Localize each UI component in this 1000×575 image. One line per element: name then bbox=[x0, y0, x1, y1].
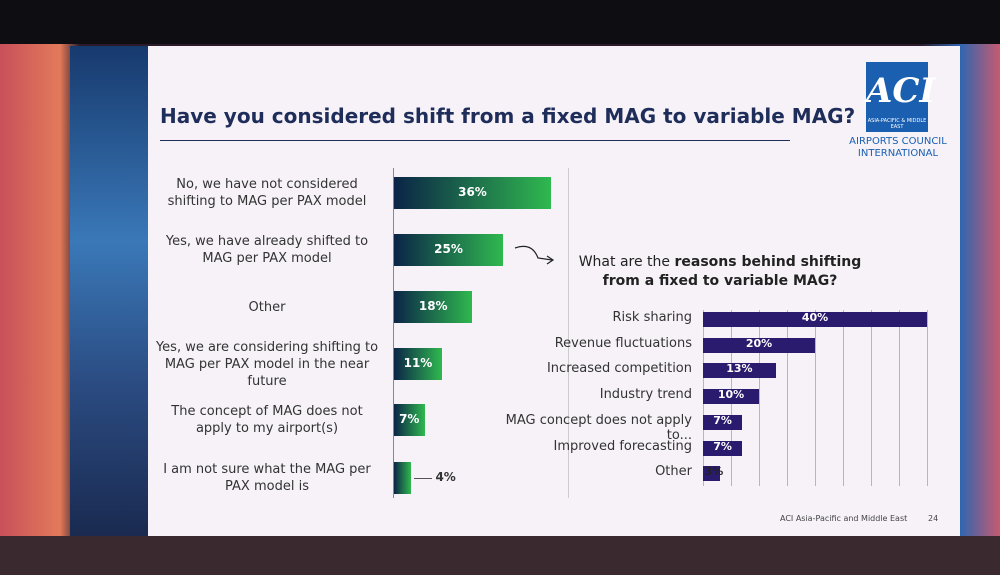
slide bbox=[70, 46, 960, 536]
bar bbox=[703, 414, 743, 430]
bar bbox=[703, 337, 815, 353]
bar bbox=[703, 388, 759, 404]
value-label: 11% bbox=[403, 356, 433, 370]
category-label: Risk sharing bbox=[612, 310, 692, 325]
side-image bbox=[70, 46, 148, 536]
stage-dark bbox=[0, 0, 1000, 44]
value-label: 40% bbox=[801, 311, 829, 324]
grid-line bbox=[815, 310, 816, 486]
value-label: 13% bbox=[726, 362, 753, 375]
bar bbox=[394, 291, 473, 323]
grid-line bbox=[843, 310, 844, 486]
category-label: I am not sure what the MAG per PAX model… bbox=[163, 462, 371, 494]
title-part: reasons behind shifting from a fixed to … bbox=[602, 254, 862, 289]
bar bbox=[703, 440, 743, 456]
leader-line bbox=[414, 478, 433, 479]
chart2-title: What are the reasons behind shifting fro… bbox=[560, 253, 880, 291]
grid-line bbox=[871, 310, 872, 486]
value-label: 20% bbox=[745, 337, 773, 350]
bar bbox=[394, 404, 425, 436]
value-label: 18% bbox=[418, 299, 448, 313]
grid-line bbox=[927, 310, 928, 486]
logo-region: ASIA-PACIFIC & MIDDLE EAST bbox=[867, 118, 927, 130]
logo-name: AIRPORTS COUNCIL INTERNATIONAL bbox=[849, 136, 947, 159]
bar bbox=[703, 465, 720, 481]
bar bbox=[703, 311, 927, 327]
category-label: Industry trend bbox=[599, 387, 692, 402]
category-label: No, we have not considered shifting to M… bbox=[167, 177, 367, 209]
bar bbox=[394, 348, 442, 380]
bar bbox=[394, 462, 412, 494]
stage-floor bbox=[0, 536, 1000, 575]
value-label: 36% bbox=[458, 185, 487, 199]
value-label: 3% bbox=[704, 465, 724, 478]
page-number: 24 bbox=[928, 514, 939, 523]
category-label: Other bbox=[655, 464, 692, 479]
grid-line bbox=[787, 310, 788, 486]
title-part: What are the bbox=[578, 254, 675, 270]
bar bbox=[703, 362, 776, 378]
value-label: 7% bbox=[399, 412, 420, 426]
footer-source: ACI Asia-Pacific and Middle East bbox=[780, 514, 908, 523]
divider bbox=[568, 168, 569, 498]
grid-line bbox=[899, 310, 900, 486]
slide-title: Have you considered shift from a fixed M… bbox=[160, 104, 856, 128]
title-rule bbox=[160, 140, 790, 141]
category-label: Other bbox=[248, 299, 286, 315]
category-label: Increased competition bbox=[546, 361, 692, 376]
value-label: 10% bbox=[717, 388, 745, 401]
category-label: Yes, we have already shifted to MAG per … bbox=[165, 234, 369, 266]
category-label: MAG concept does not apply to... bbox=[505, 413, 692, 443]
bar bbox=[394, 234, 503, 266]
category-label: The concept of MAG does not apply to my … bbox=[171, 404, 363, 436]
axis-line bbox=[393, 168, 394, 498]
category-label: Yes, we are considering shifting to MAG … bbox=[155, 339, 379, 389]
grid-line bbox=[759, 310, 760, 486]
logo-mark: ACI bbox=[866, 62, 935, 132]
value-label: 4% bbox=[435, 470, 456, 484]
value-label: 25% bbox=[434, 242, 463, 256]
category-label: Revenue fluctuations bbox=[554, 336, 692, 351]
value-label: 7% bbox=[713, 414, 732, 427]
value-label: 7% bbox=[713, 440, 732, 453]
bar bbox=[394, 177, 551, 209]
arrow bbox=[514, 245, 555, 265]
category-label: Improved forecasting bbox=[553, 439, 692, 454]
